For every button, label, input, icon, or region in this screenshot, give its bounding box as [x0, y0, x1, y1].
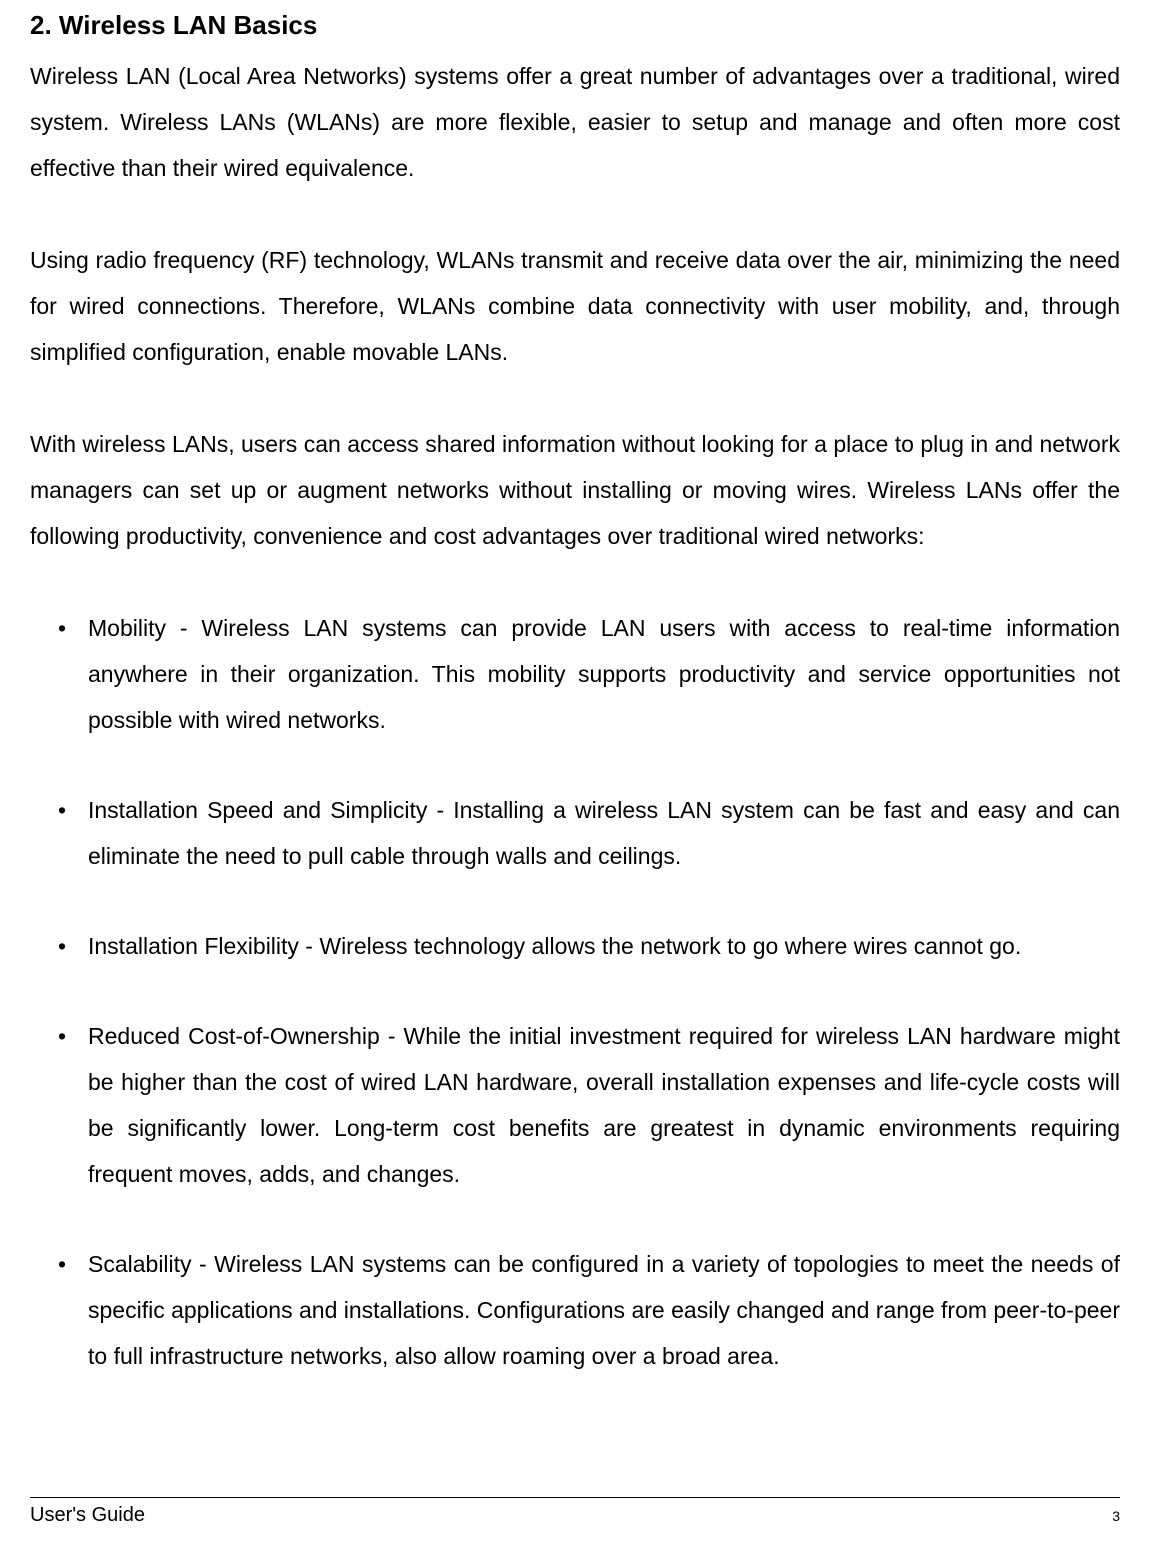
footer-title: User's Guide [30, 1504, 145, 1527]
page-footer: User's Guide 3 [30, 1497, 1120, 1527]
paragraph-intro-1: Wireless LAN (Local Area Networks) syste… [30, 53, 1120, 191]
list-item: Installation Flexibility - Wireless tech… [58, 923, 1120, 969]
list-item: Installation Speed and Simplicity - Inst… [58, 787, 1120, 879]
list-item: Mobility - Wireless LAN systems can prov… [58, 605, 1120, 743]
section-heading: 2. Wireless LAN Basics [30, 10, 1120, 41]
paragraph-intro-2: Using radio frequency (RF) technology, W… [30, 237, 1120, 375]
page-number: 3 [1112, 1508, 1120, 1524]
paragraph-intro-3: With wireless LANs, users can access sha… [30, 421, 1120, 559]
list-item: Scalability - Wireless LAN systems can b… [58, 1241, 1120, 1379]
advantages-list: Mobility - Wireless LAN systems can prov… [30, 605, 1120, 1379]
list-item: Reduced Cost-of-Ownership - While the in… [58, 1013, 1120, 1197]
document-body: 2. Wireless LAN Basics Wireless LAN (Loc… [30, 10, 1120, 1379]
